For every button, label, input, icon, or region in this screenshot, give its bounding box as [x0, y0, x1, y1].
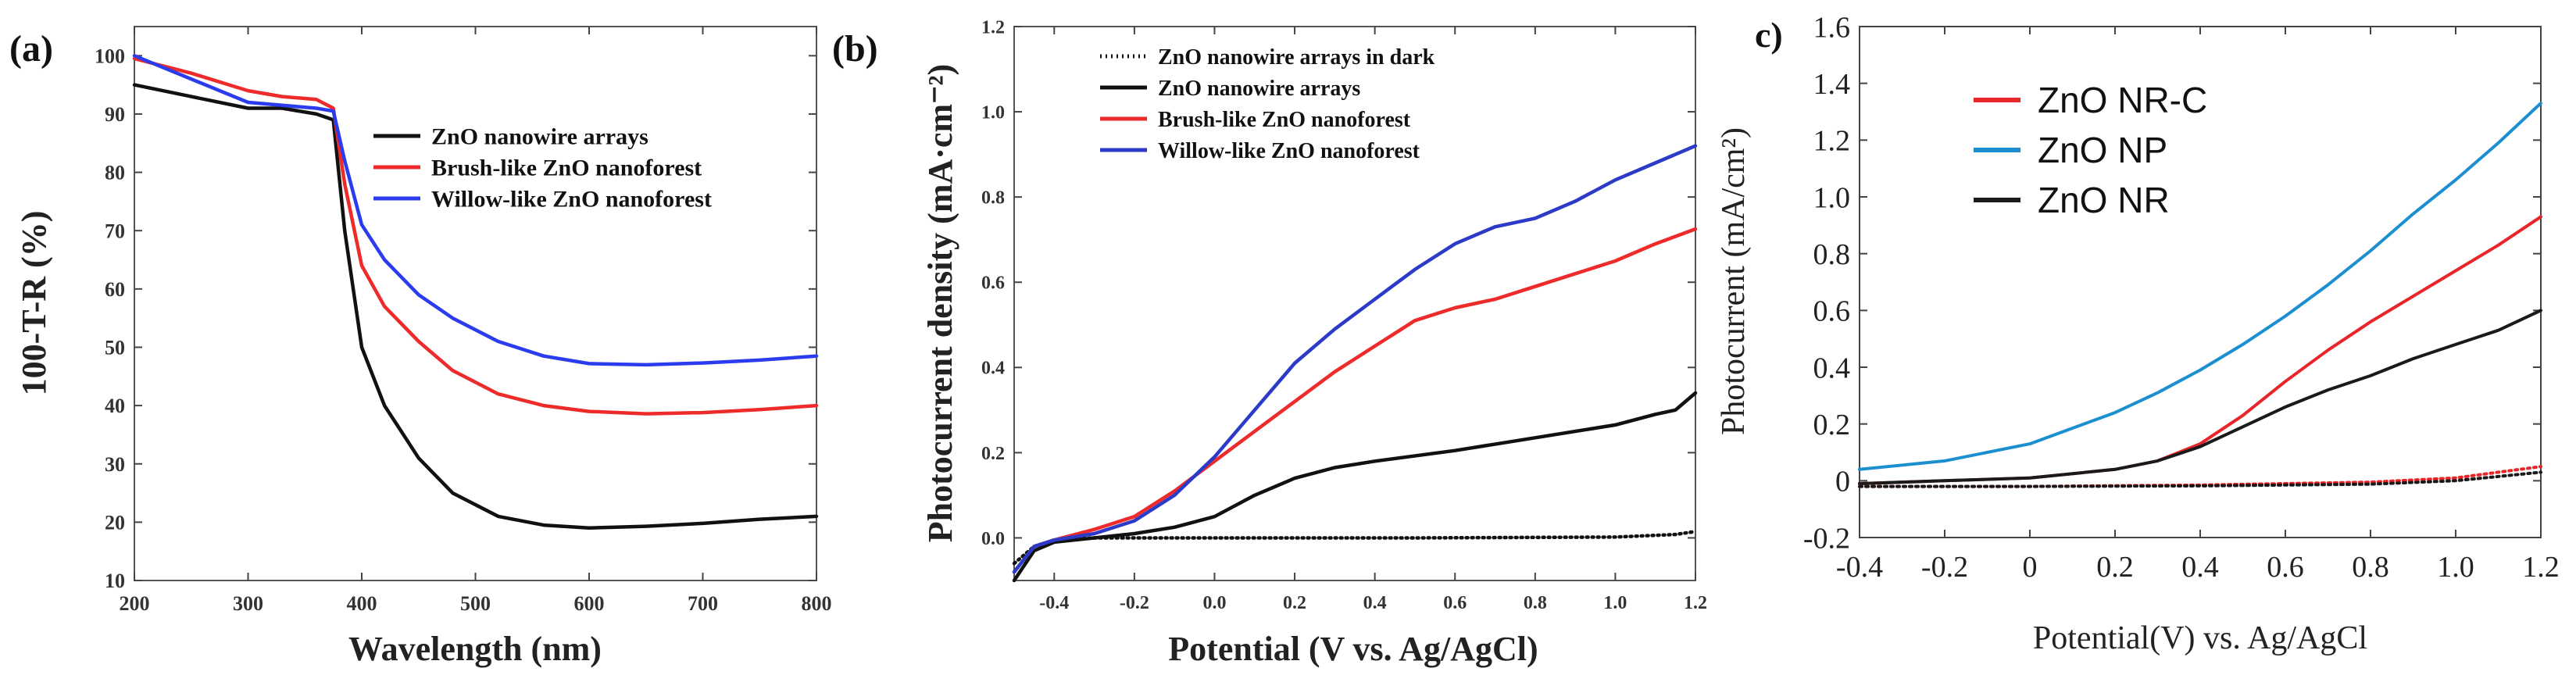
chart-panel-3: -0.4 -0.2 0 0.2 0.4 0.6 0.8 1.0 1.2-0.200.20.40.… [1716, 11, 2560, 656]
y-tick-label: 1.2 [981, 17, 1005, 38]
legend-label: ZnO NR-C [2038, 80, 2207, 120]
legend-label: Willow-like ZnO nanoforest [431, 187, 712, 213]
y-axis-title: Photocurrent density (mA·cm⁻²) [921, 64, 959, 542]
x-tick-label: 0.4 [1363, 593, 1387, 613]
series-line-zno-nr [1858, 309, 2542, 485]
x-tick-label: -0.2 [1921, 551, 1968, 584]
y-tick-label: 60 [105, 278, 125, 301]
series-line-willow-like-zno-nanoforest [132, 54, 819, 367]
x-axis-title: Potential(V) vs. Ag/AgCl [2033, 620, 2367, 656]
x-tick-label: 800 [802, 592, 832, 615]
legend-label: ZnO nanowire arrays [431, 124, 648, 150]
x-tick-label: 700 [688, 592, 718, 615]
legend-label: ZnO nanowire arrays [1158, 77, 1360, 101]
x-tick-label: 0.6 [1443, 593, 1467, 613]
legend-label: ZnO NR [2038, 180, 2170, 220]
y-tick-label: 0.8 [1813, 238, 1851, 271]
y-tick-label: 20 [105, 511, 125, 534]
x-tick-label: 1.2 [1684, 593, 1707, 613]
x-tick-label: 0.6 [2267, 551, 2304, 584]
series-line-brush-like-zno-nanoforest [1012, 227, 1698, 574]
y-tick-label: 50 [105, 337, 125, 359]
series-line-dark-current [1858, 470, 2542, 488]
y-tick-label: 1.0 [1813, 181, 1851, 214]
x-tick-label: 600 [574, 592, 605, 615]
series-line-willow-like-zno-nanoforest [1012, 144, 1698, 574]
x-tick-label: -0.4 [1039, 593, 1069, 613]
x-axis-title: Wavelength (nm) [348, 630, 602, 668]
panel-label: (b) [832, 28, 878, 70]
y-tick-label: 70 [105, 220, 125, 242]
chart-panel-1: 200 300 400 500 600 700 800 10 20 30 40 50 60 70 80 90 1… [9, 26, 832, 668]
series-line-zno-nanowire-arrays [1012, 391, 1698, 583]
x-tick-label: 300 [233, 592, 263, 615]
y-tick-label: 90 [105, 103, 125, 126]
y-tick-label: 1.6 [1813, 11, 1851, 44]
x-tick-label: 0.2 [2096, 551, 2134, 584]
panel-label: (a) [9, 28, 53, 70]
plot-frame [1013, 26, 1696, 581]
series-line-zno-np [1858, 102, 2542, 471]
legend-label: Brush-like ZnO nanoforest [1158, 108, 1411, 132]
y-tick-label: 0.4 [1813, 352, 1851, 384]
series-line-zno-nanowire-arrays [132, 83, 819, 530]
y-tick-label: 1.2 [1813, 125, 1851, 158]
y-tick-label: 80 [105, 162, 125, 184]
x-tick-label: 0.4 [2181, 551, 2219, 584]
y-tick-label: 0.2 [1813, 409, 1851, 441]
x-tick-label: 0 [2023, 551, 2038, 584]
y-tick-label: 100 [95, 45, 125, 67]
legend: ZnO nanowire arrays in dark ZnO nanowire … [1100, 45, 1435, 163]
x-tick-label: 1.0 [1603, 593, 1627, 613]
legend: ZnO NR-C ZnO NP ZnO NR [1974, 80, 2207, 220]
x-axis-title: Potential (V vs. Ag/AgCl) [1168, 630, 1538, 668]
x-tick-label: 500 [460, 592, 491, 615]
y-tick-label: 0 [1835, 466, 1850, 498]
y-tick-label: 0.4 [981, 359, 1005, 379]
y-tick-label: 0.2 [981, 444, 1005, 464]
y-tick-label: 0.8 [981, 188, 1005, 209]
y-tick-label: 0.6 [1813, 295, 1851, 328]
y-axis-title: Photocurrent (mA/cm²) [1716, 127, 1752, 435]
x-tick-label: 1.0 [2437, 551, 2474, 584]
legend-label: ZnO NP [2038, 130, 2167, 170]
y-axis-title: 100-T-R (%) [15, 211, 53, 396]
x-tick-label: 200 [120, 592, 150, 615]
plot-frame [134, 26, 817, 581]
series-line-brush-like-zno-nanoforest [132, 56, 819, 416]
panel-label: c) [1755, 15, 1783, 55]
y-tick-label: 1.0 [981, 102, 1005, 123]
x-tick-label: 0.2 [1283, 593, 1306, 613]
y-tick-label: 0.6 [981, 273, 1005, 294]
legend: ZnO nanowire arrays Brush-like ZnO nanofo… [373, 124, 712, 213]
legend-label: Willow-like ZnO nanoforest [1158, 139, 1420, 163]
legend-label: Brush-like ZnO nanoforest [431, 155, 702, 181]
chart-panel-2: -0.4 -0.2 0.0 0.2 0.4 0.6 0.8 1.0 1.2 0.0 0.2 0.4 0.… [832, 17, 1707, 668]
series-line-dark-current [1858, 465, 2542, 488]
y-tick-label: -0.2 [1803, 522, 1850, 555]
x-tick-label: 0.8 [2352, 551, 2389, 584]
x-tick-label: 400 [347, 592, 377, 615]
x-tick-label: 0.8 [1524, 593, 1547, 613]
y-tick-label: 30 [105, 453, 125, 476]
x-tick-label: -0.2 [1120, 593, 1149, 613]
y-tick-label: 10 [105, 570, 125, 592]
x-tick-label: -0.4 [1836, 551, 1883, 584]
y-tick-label: 1.4 [1813, 68, 1851, 101]
legend-label: ZnO nanowire arrays in dark [1158, 45, 1435, 70]
x-tick-label: 1.2 [2522, 551, 2560, 584]
x-tick-label: 0.0 [1202, 593, 1226, 613]
y-tick-label: 40 [105, 395, 125, 417]
y-tick-label: 0.0 [981, 529, 1005, 549]
